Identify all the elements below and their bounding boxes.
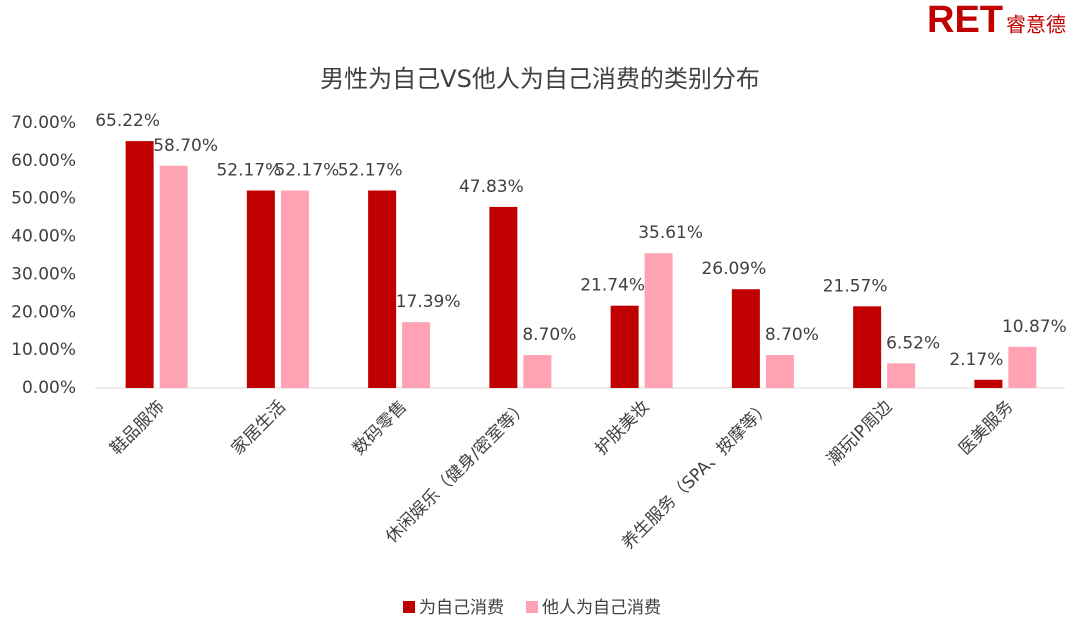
- brand-logo: RET: [927, 0, 1003, 41]
- y-tick-label: 50.00%: [11, 189, 76, 209]
- bar: [644, 253, 673, 388]
- y-tick-label: 60.00%: [11, 151, 76, 171]
- bar: [974, 379, 1003, 388]
- bar: [159, 165, 188, 388]
- bar: [731, 289, 760, 388]
- bar: [280, 190, 309, 388]
- legend-swatch: [526, 601, 538, 613]
- legend-label: 为自己消费: [419, 598, 504, 618]
- x-tick-label: 数码零售: [349, 397, 411, 459]
- legend-swatch: [403, 601, 415, 613]
- bar: [489, 206, 518, 388]
- bar: [853, 306, 882, 388]
- bar: [765, 355, 794, 388]
- brand-name: 睿意德: [1006, 13, 1066, 37]
- value-label: 8.70%: [765, 325, 819, 345]
- value-label: 21.57%: [823, 276, 888, 296]
- value-label: 35.61%: [638, 223, 703, 243]
- bar: [523, 355, 552, 388]
- chart-title: 男性为自己VS他人为自己消费的类别分布: [320, 65, 760, 93]
- bar: [1008, 346, 1037, 388]
- bar: [125, 141, 154, 388]
- value-label: 10.87%: [1002, 317, 1067, 337]
- bar: [246, 190, 275, 388]
- value-label: 6.52%: [886, 333, 940, 353]
- value-label: 52.17%: [338, 160, 403, 180]
- value-label: 2.17%: [949, 350, 1003, 370]
- y-tick-label: 10.00%: [11, 340, 76, 360]
- bar: [368, 190, 397, 388]
- value-label: 65.22%: [95, 111, 160, 131]
- x-tick-label: 鞋品服饰: [106, 397, 168, 459]
- y-tick-label: 30.00%: [11, 264, 76, 284]
- x-tick-label: 护肤美妆: [591, 397, 653, 459]
- bar: [610, 305, 639, 388]
- value-label: 17.39%: [396, 292, 461, 312]
- x-tick-label: 医美服务: [955, 397, 1017, 459]
- y-tick-label: 40.00%: [11, 227, 76, 247]
- bar: [402, 322, 431, 388]
- value-label: 58.70%: [153, 136, 218, 156]
- value-label: 21.74%: [580, 276, 645, 296]
- x-tick-label: 潮玩IP周边: [823, 397, 896, 470]
- value-label: 52.17%: [216, 160, 281, 180]
- bar: [887, 363, 916, 388]
- value-label: 47.83%: [459, 177, 524, 197]
- value-label: 26.09%: [701, 259, 766, 279]
- x-tick-label: 家居生活: [228, 397, 290, 459]
- legend-label: 他人为自己消费: [542, 598, 661, 618]
- y-tick-label: 20.00%: [11, 302, 76, 322]
- y-tick-label: 70.00%: [11, 113, 76, 133]
- x-tick-label: 休闲娱乐（健身/密室等）: [382, 397, 532, 547]
- y-tick-label: 0.00%: [22, 378, 76, 398]
- value-label: 52.17%: [274, 160, 339, 180]
- value-label: 8.70%: [522, 325, 576, 345]
